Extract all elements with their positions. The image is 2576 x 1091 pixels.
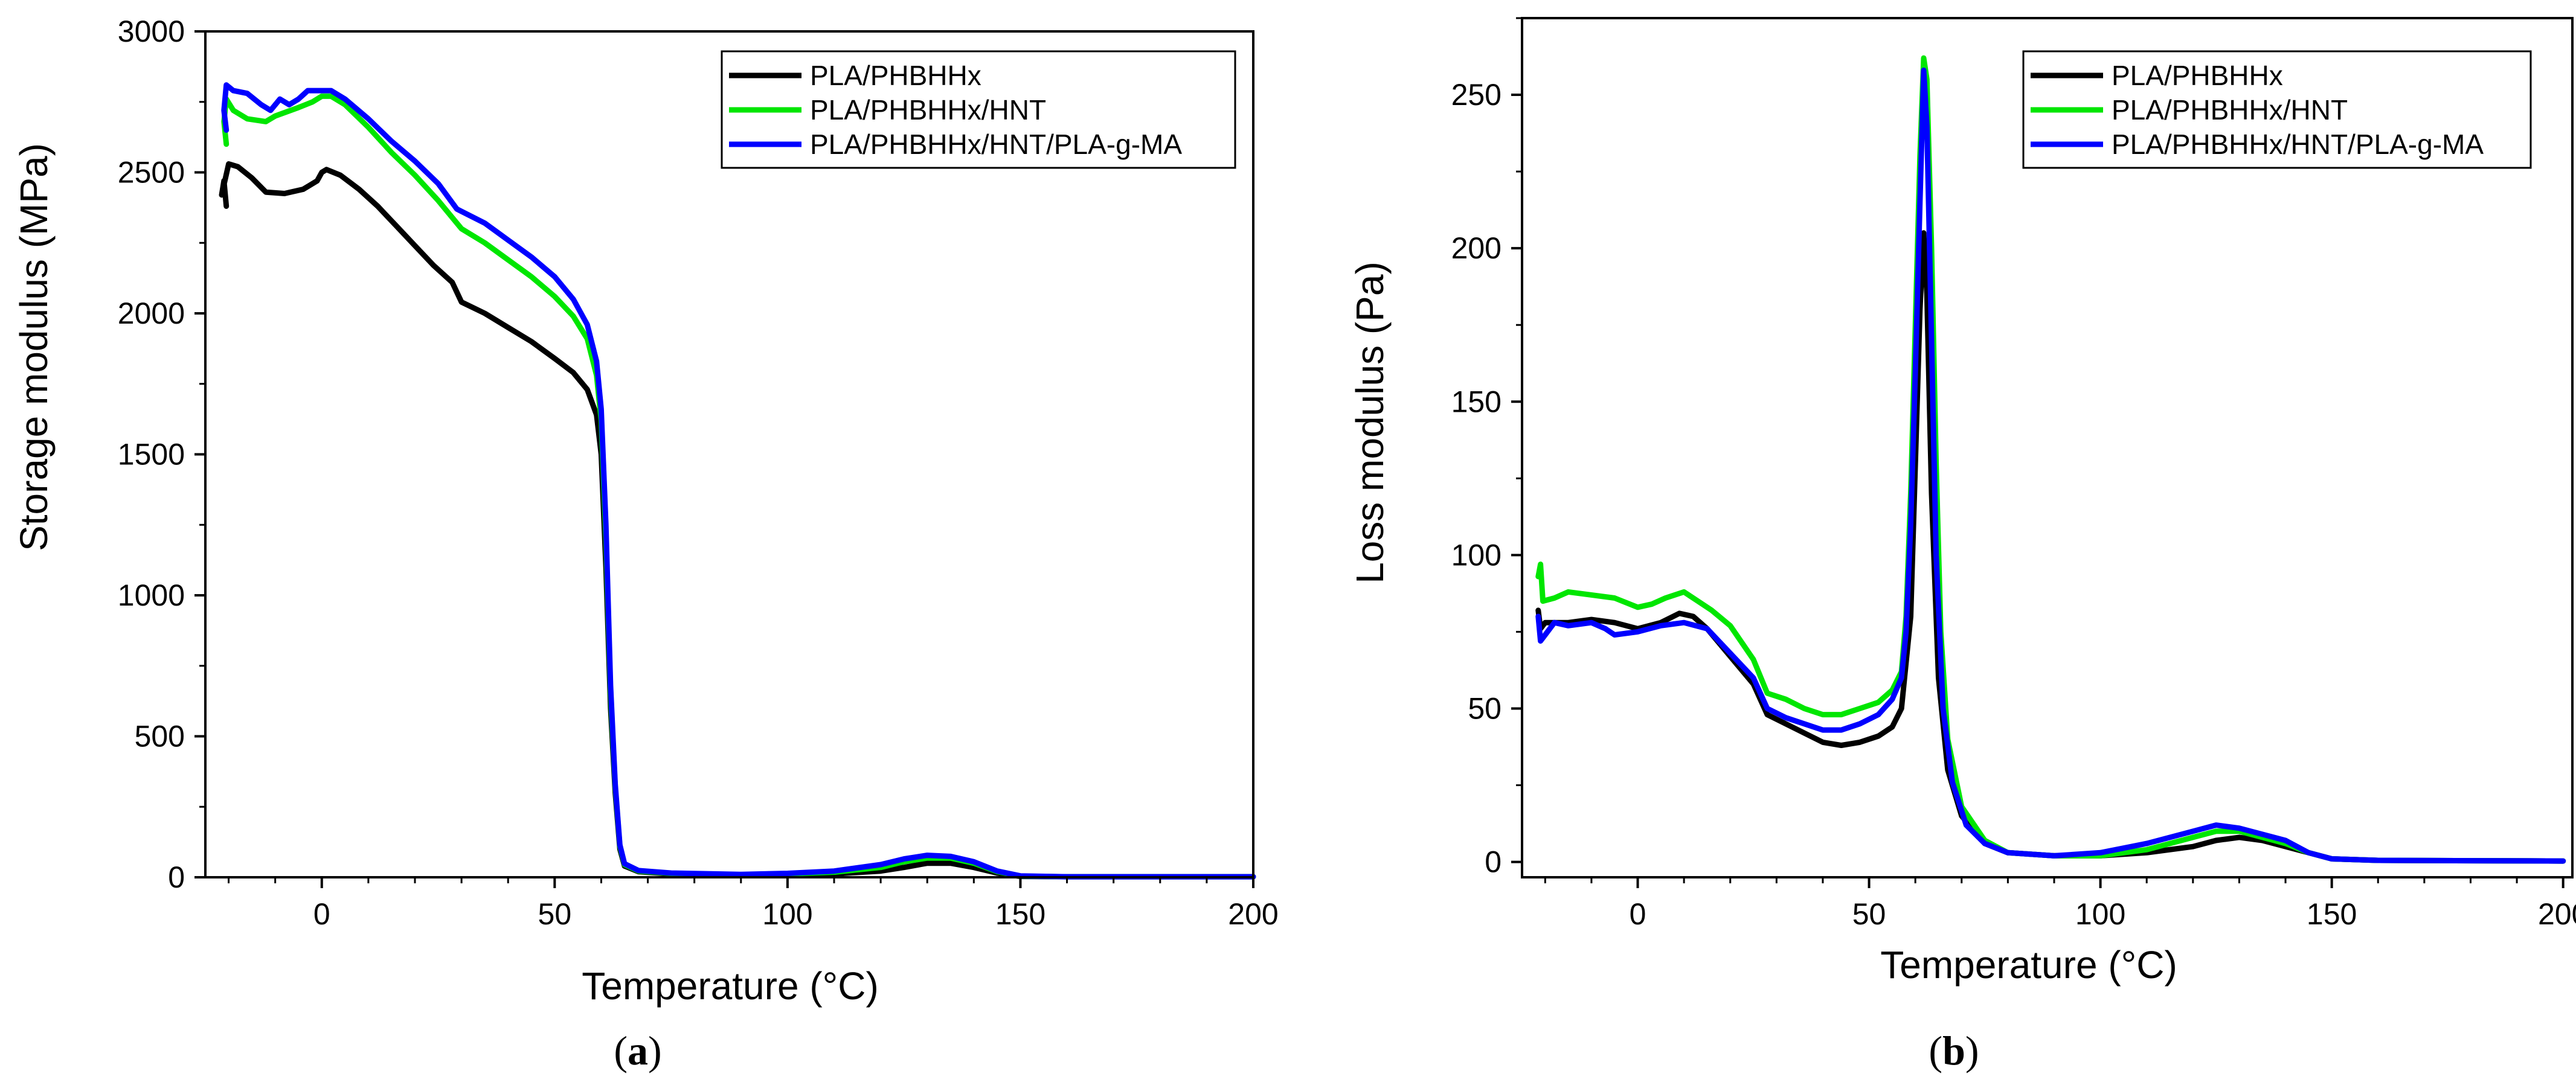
x-tick-label-a: 0 (313, 897, 330, 931)
x-tick-label-a: 100 (762, 897, 812, 931)
series-line-a-1 (221, 93, 1256, 880)
y-tick-label-a: 1000 (118, 578, 185, 612)
y-axis-title-b: Loss modulus (Pa) (1348, 261, 1392, 584)
x-tick-label-a: 150 (995, 897, 1045, 931)
series-line-b-0 (1535, 230, 2566, 864)
y-axis-title-a: Storage modulus (MPa) (12, 143, 56, 551)
x-axis-title-a: Temperature (°C) (582, 964, 879, 1008)
y-tick-label-a: 500 (135, 720, 185, 753)
legend-label-a-1: PLA/PHBHHx/HNT (810, 94, 1046, 126)
chart-storage-modulus: 0 50 100 150 200050010001500200025003000PLA/… (12, 14, 1279, 1008)
legend-box-a (721, 50, 1236, 169)
y-tick-label-a: 1500 (118, 438, 185, 472)
x-tick-label-b: 100 (2075, 897, 2125, 931)
series-line-b-1 (1535, 55, 2566, 864)
y-tick-label-b: 150 (1451, 385, 1502, 418)
y-tick-label-b: 200 (1451, 231, 1502, 265)
panel-label-b: (b) (1929, 1028, 1979, 1073)
legend-label-a-0: PLA/PHBHHx (810, 60, 981, 91)
y-tick-label-a: 2000 (118, 296, 185, 330)
x-tick-label-a: 50 (538, 897, 572, 931)
legend-label-b-1: PLA/PHBHHx/HNT (2112, 94, 2348, 126)
plot-area-a: 0 50 100 150 200050010001500200025003000PLA/… (118, 14, 1279, 931)
y-tick-label-b: 0 (1485, 845, 1502, 879)
y-tick-label-a: 2500 (118, 156, 185, 190)
x-tick-label-b: 0 (1630, 897, 1646, 931)
y-tick-label-a: 3000 (118, 14, 185, 48)
series-line-b-2 (1535, 67, 2566, 864)
y-tick-label-b: 50 (1468, 691, 1502, 725)
panel-label-a: (a) (614, 1028, 661, 1073)
plot-area-b: 050100150200050100150200250PLA/PHBHHxPLA… (1451, 17, 2576, 931)
series-line-a-2 (221, 82, 1256, 880)
y-tick-label-a: 0 (168, 860, 185, 894)
y-tick-label-b: 250 (1451, 78, 1502, 112)
x-tick-label-a: 200 (1228, 897, 1278, 931)
x-tick-label-b: 150 (2307, 897, 2357, 931)
x-tick-label-b: 50 (1852, 897, 1886, 931)
legend-label-b-2: PLA/PHBHHx/HNT/PLA-g-MA (2112, 129, 2484, 160)
legend-box-b (2022, 50, 2532, 169)
legend-label-b-0: PLA/PHBHHx (2112, 60, 2283, 91)
panel-label-a-letter: a (628, 1028, 648, 1073)
series-line-a-0 (219, 161, 1256, 880)
chart-loss-modulus: 050100150200050100150200250PLA/PHBHHxPLA… (1348, 17, 2576, 987)
x-tick-label-b: 200 (2538, 897, 2576, 931)
x-axis-title-b: Temperature (°C) (1880, 943, 2177, 987)
plot-frame-b (1521, 17, 2574, 878)
legend-label-a-2: PLA/PHBHHx/HNT/PLA-g-MA (810, 129, 1182, 160)
y-tick-label-b: 100 (1451, 538, 1502, 572)
panel-label-b-letter: b (1942, 1028, 1965, 1073)
